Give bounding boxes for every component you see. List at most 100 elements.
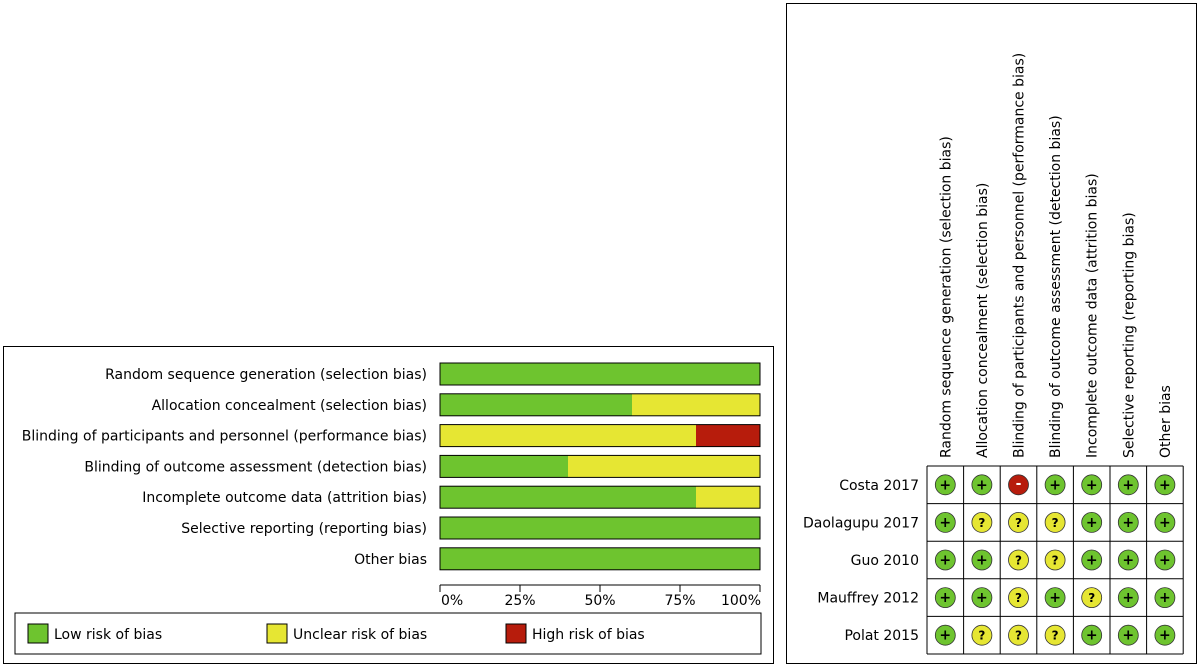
study-label-daolagupu-2017: Daolagupu 2017 xyxy=(803,515,919,531)
bar-outline-incomplete-outcome-data-attrition-bias xyxy=(439,485,761,509)
rating-cell-costa-2017-1: + xyxy=(934,474,956,496)
rating-cell-polat-2015-7: + xyxy=(1154,624,1176,646)
rating-dot xyxy=(1008,549,1029,571)
rating-dot xyxy=(1154,624,1176,646)
rating-dot xyxy=(1117,587,1139,608)
column-header-selective-reporting-reporting-bias: Selective reporting (reporting bias) xyxy=(1121,212,1137,458)
rating-cell-daolagupu-2017-5: + xyxy=(1081,512,1103,533)
rating-dot xyxy=(1044,512,1066,533)
rating-cell-costa-2017-4: + xyxy=(1044,474,1066,496)
rating-dot xyxy=(1008,512,1029,533)
bar-outline-selective-reporting-reporting-bias xyxy=(439,516,761,540)
rating-cell-mauffrey-2012-5: ? xyxy=(1081,587,1103,608)
rating-dot xyxy=(1154,512,1176,533)
rating-dot xyxy=(1008,474,1029,496)
rating-cell-polat-2015-3: ? xyxy=(1008,624,1029,646)
rating-dot xyxy=(1117,624,1139,646)
rating-cell-costa-2017-3: - xyxy=(1008,474,1029,496)
category-label-selective-reporting-reporting-bias: Selective reporting (reporting bias) xyxy=(181,521,427,537)
rating-symbol: + xyxy=(1122,477,1134,493)
bar-low-risk-of-bias-allocation-concealment-selection-bias xyxy=(440,393,632,416)
rating-cell-guo-2010-6: + xyxy=(1117,549,1139,571)
x-tick-label-50: 50% xyxy=(584,593,615,609)
rating-dot xyxy=(1117,549,1139,571)
legend-label-unclear-risk-of-bias: Unclear risk of bias xyxy=(293,627,427,643)
rating-dot xyxy=(1008,587,1029,608)
rating-cell-mauffrey-2012-3: ? xyxy=(1008,587,1029,608)
bar-low-risk-of-bias-random-sequence-generation-selection-bias xyxy=(440,363,760,385)
rating-symbol: + xyxy=(939,590,951,606)
rating-symbol: + xyxy=(1049,477,1061,493)
rating-symbol: + xyxy=(1159,590,1171,606)
rating-cell-daolagupu-2017-1: + xyxy=(934,512,956,533)
study-label-polat-2015: Polat 2015 xyxy=(844,628,919,644)
rating-symbol: + xyxy=(1159,515,1171,531)
rating-cell-mauffrey-2012-1: + xyxy=(934,587,956,608)
rating-symbol: + xyxy=(1122,553,1134,569)
rating-symbol: ? xyxy=(1052,554,1059,568)
rating-symbol: ? xyxy=(978,516,985,530)
category-label-blinding-of-outcome-assessment-detection-bias: Blinding of outcome assessment (detectio… xyxy=(84,459,427,475)
rating-dot xyxy=(934,474,956,496)
bar-outline-blinding-of-outcome-assessment-detection-bias xyxy=(439,454,761,478)
rating-symbol: + xyxy=(1122,590,1134,606)
rating-dot xyxy=(1117,512,1139,533)
x-tick-label-0: 0% xyxy=(441,593,463,609)
rating-symbol: + xyxy=(939,628,951,644)
bar-unclear-risk-of-bias-allocation-concealment-selection-bias xyxy=(632,393,760,416)
rating-dot xyxy=(971,549,993,571)
bar-low-risk-of-bias-incomplete-outcome-data-attrition-bias xyxy=(440,486,696,509)
legend-swatch-low-risk-of-bias xyxy=(27,623,49,644)
x-tick-label-25: 25% xyxy=(504,593,535,609)
rating-dot xyxy=(1154,549,1176,571)
rating-cell-guo-2010-7: + xyxy=(1154,549,1176,571)
column-header-other-bias: Other bias xyxy=(1158,385,1174,458)
risk-of-bias-summary-table: Random sequence generation (selection bi… xyxy=(803,53,1184,655)
rating-dot xyxy=(1081,549,1103,571)
risk-of-bias-graph-panel: Random sequence generation (selection bi… xyxy=(3,346,774,664)
bar-unclear-risk-of-bias-blinding-of-outcome-assessment-detection-bias xyxy=(568,455,760,478)
rating-dot xyxy=(1044,474,1066,496)
rating-cell-polat-2015-5: + xyxy=(1081,624,1103,646)
category-label-blinding-of-participants-and-personnel-performance-bias: Blinding of participants and personnel (… xyxy=(22,429,427,445)
legend-box xyxy=(14,612,762,655)
category-label-allocation-concealment-selection-bias: Allocation concealment (selection bias) xyxy=(152,398,427,414)
legend: Low risk of bias Unclear risk of bias High… xyxy=(14,612,762,655)
bar-unclear-risk-of-bias-incomplete-outcome-data-attrition-bias xyxy=(696,486,760,509)
rating-cell-costa-2017-6: + xyxy=(1117,474,1139,496)
rating-dot xyxy=(1044,549,1066,571)
rating-symbol: ? xyxy=(978,629,985,643)
category-label-random-sequence-generation-selection-bias: Random sequence generation (selection bi… xyxy=(105,367,427,383)
bar-low-risk-of-bias-selective-reporting-reporting-bias xyxy=(440,517,760,539)
legend-swatch-unclear-risk-of-bias xyxy=(266,623,288,644)
bar-outline-blinding-of-participants-and-personnel-performance-bias xyxy=(439,424,761,448)
rating-symbol: + xyxy=(976,590,988,606)
rating-symbol: + xyxy=(1049,590,1061,606)
rating-symbol: ? xyxy=(1015,629,1022,643)
rating-cell-costa-2017-7: + xyxy=(1154,474,1176,496)
column-header-blinding-of-outcome-assessment-detection-bias: Blinding of outcome assessment (detectio… xyxy=(1048,115,1064,458)
rating-cell-polat-2015-1: + xyxy=(934,624,956,646)
column-header-random-sequence-generation-selection-bias: Random sequence generation (selection bi… xyxy=(938,136,954,458)
rating-symbol: + xyxy=(1086,628,1098,644)
rating-symbol: + xyxy=(1086,477,1098,493)
rating-dot xyxy=(971,512,993,533)
category-label-other-bias: Other bias xyxy=(354,552,427,568)
rating-dot xyxy=(934,587,956,608)
rating-symbol: + xyxy=(1122,515,1134,531)
column-header-blinding-of-participants-and-personnel-performance-bias: Blinding of participants and personnel (… xyxy=(1012,53,1028,458)
rating-dot xyxy=(1117,474,1139,496)
rating-dot xyxy=(934,549,956,571)
rating-dot xyxy=(1081,624,1103,646)
column-header-allocation-concealment-selection-bias: Allocation concealment (selection bias) xyxy=(975,183,991,458)
rating-dot xyxy=(934,624,956,646)
rating-symbol: + xyxy=(939,515,951,531)
rating-symbol: + xyxy=(976,477,988,493)
bar-low-risk-of-bias-other-bias xyxy=(440,547,760,570)
rating-cell-mauffrey-2012-2: + xyxy=(971,587,993,608)
x-tick-label-75: 75% xyxy=(664,593,695,609)
bar-outline-random-sequence-generation-selection-bias xyxy=(439,362,761,386)
rating-dot xyxy=(1044,587,1066,608)
rating-symbol: ? xyxy=(1015,516,1022,530)
rating-symbol: - xyxy=(1016,476,1022,492)
